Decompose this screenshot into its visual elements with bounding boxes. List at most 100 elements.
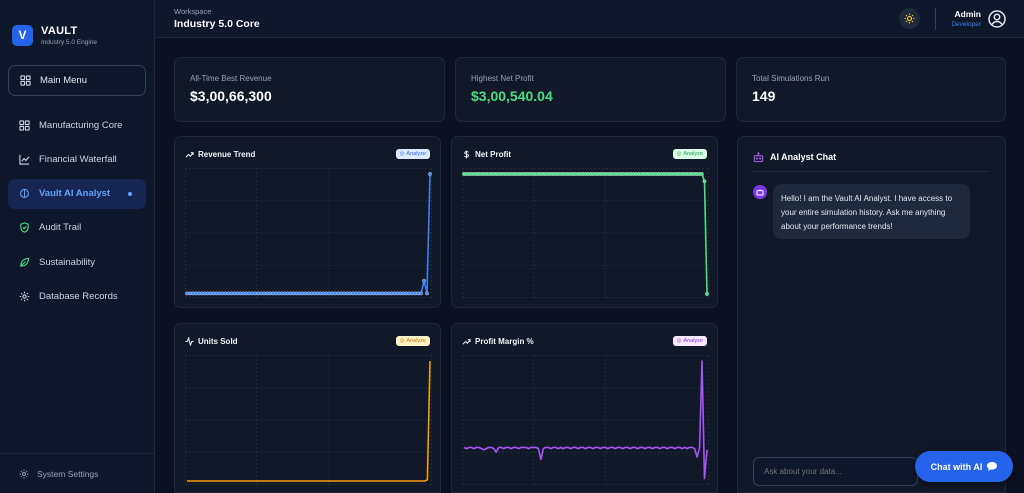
sidebar-item-financial-waterfall[interactable]: Financial Waterfall xyxy=(8,144,146,174)
shield-icon xyxy=(20,222,29,234)
stat-card-highest-net-profit: Highest Net Profit $3,00,540.04 xyxy=(455,57,726,122)
stat-card-total-simulations: Total Simulations Run 149 xyxy=(736,57,1006,122)
topbar: Workspace Industry 5.0 Core Admin Develo… xyxy=(155,0,1024,38)
workspace-label: Workspace xyxy=(174,7,212,16)
user-name: Admin xyxy=(954,9,981,19)
grid-icon xyxy=(19,119,30,131)
bot-avatar xyxy=(753,185,767,199)
gear-icon xyxy=(19,469,29,478)
dollar-icon xyxy=(464,149,469,159)
trending-up-icon xyxy=(462,338,471,345)
data-point xyxy=(419,291,424,296)
activity-icon xyxy=(185,336,194,346)
workspace-name: Industry 5.0 Core xyxy=(174,18,260,30)
sidebar-item-main-menu[interactable]: Main Menu xyxy=(8,65,146,96)
leaf-icon xyxy=(20,257,30,267)
sidebar-item-manufacturing-core[interactable]: Manufacturing Core xyxy=(8,110,146,140)
user-role: Developer xyxy=(951,21,981,28)
stat-label: All-Time Best Revenue xyxy=(190,74,272,83)
user-avatar-icon[interactable] xyxy=(988,9,1006,28)
brand-name: VAULT xyxy=(41,24,78,37)
brain-icon xyxy=(20,188,29,198)
stat-card-best-revenue: All-Time Best Revenue $3,00,66,300 xyxy=(174,57,445,122)
card-title: Net Profit xyxy=(462,150,511,159)
analyze-button[interactable]: ◎ Analyze xyxy=(395,336,430,346)
chat-title: AI Analyst Chat xyxy=(770,152,837,162)
chat-input[interactable] xyxy=(753,457,918,486)
card-title: Revenue Trend xyxy=(185,150,255,159)
grid-icon xyxy=(20,75,31,86)
stat-value: $3,00,540.04 xyxy=(471,88,553,104)
analyze-icon: ◎ xyxy=(676,338,682,344)
stat-value: $3,00,66,300 xyxy=(190,88,272,104)
analyze-icon: ◎ xyxy=(399,338,405,344)
sidebar-item-label: Financial Waterfall xyxy=(39,153,117,165)
data-point xyxy=(422,278,426,283)
user-info: Admin Developer xyxy=(951,9,981,28)
sidebar: V VAULT Industry 5.0 Engine Main Menu Ma… xyxy=(0,0,155,493)
card-header: Units Sold ◎ Analyze xyxy=(185,334,430,348)
analyze-label: Analyze xyxy=(406,151,426,157)
sidebar-item-database-records[interactable]: Database Records xyxy=(8,281,146,311)
analyze-label: Analyze xyxy=(406,338,426,344)
topbar-actions: Admin Developer xyxy=(899,7,1006,30)
analyze-label: Analyze xyxy=(683,151,703,157)
brand-logo: V xyxy=(12,24,33,46)
card-header: Revenue Trend ◎ Analyze xyxy=(185,147,430,161)
chart-card-units-sold: Units Sold ◎ Analyze xyxy=(174,323,441,493)
series-line xyxy=(187,360,431,482)
system-settings-label: System Settings xyxy=(37,468,99,479)
sun-icon xyxy=(904,13,915,24)
units-sold-chart xyxy=(185,355,432,485)
card-header: Net Profit ◎ Analyze xyxy=(462,147,707,161)
sidebar-item-label: Main Menu xyxy=(40,75,87,86)
chart-card-net-profit: Net Profit ◎ Analyze xyxy=(451,136,718,308)
analyze-icon: ◎ xyxy=(676,151,682,157)
card-header: Profit Margin % ◎ Analyze xyxy=(462,334,707,348)
sidebar-item-label: Vault AI Analyst xyxy=(39,188,111,200)
data-point xyxy=(705,292,709,296)
card-title-text: Revenue Trend xyxy=(198,149,256,159)
trending-up-icon xyxy=(185,151,194,158)
cog-icon xyxy=(19,291,30,302)
analyze-button[interactable]: ◎ Analyze xyxy=(672,336,707,346)
bot-icon xyxy=(753,152,764,163)
sidebar-item-vault-ai-analyst[interactable]: Vault AI Analyst xyxy=(8,178,146,209)
chart-card-profit-margin: Profit Margin % ◎ Analyze xyxy=(451,323,718,493)
card-title-text: Profit Margin % xyxy=(475,336,534,346)
card-title-text: Net Profit xyxy=(475,149,511,159)
topbar-divider xyxy=(935,7,937,30)
sidebar-item-label: Database Records xyxy=(39,290,118,302)
data-point xyxy=(425,291,429,296)
card-title: Profit Margin % xyxy=(462,337,534,346)
workspace-info: Workspace Industry 5.0 Core xyxy=(174,7,260,30)
theme-toggle-button[interactable] xyxy=(899,8,921,29)
analyze-button[interactable]: ◎ Analyze xyxy=(395,149,430,159)
sidebar-item-audit-trail[interactable]: Audit Trail xyxy=(8,213,146,243)
stat-value: 149 xyxy=(752,88,776,104)
system-settings-link[interactable]: System Settings xyxy=(0,453,154,493)
main-content: Workspace Industry 5.0 Core Admin Develo… xyxy=(155,0,1024,493)
net-profit-chart xyxy=(462,168,709,298)
chat-with-ai-label: Chat with AI xyxy=(930,461,983,472)
card-title-text: Units Sold xyxy=(198,336,238,346)
data-point xyxy=(428,172,432,176)
chat-header: AI Analyst Chat xyxy=(753,152,990,172)
stat-label: Total Simulations Run xyxy=(752,74,830,83)
analyze-button[interactable]: ◎ Analyze xyxy=(672,149,707,159)
ai-analyst-chat-panel: AI Analyst Chat Hello! I am the Vault AI… xyxy=(737,136,1006,493)
revenue-trend-chart xyxy=(185,168,432,298)
sidebar-nav: Main Menu Manufacturing Core Financial W… xyxy=(0,55,154,311)
sidebar-item-label: Audit Trail xyxy=(39,222,82,234)
series-line xyxy=(464,173,708,295)
chat-message-bot: Hello! I am the Vault AI Analyst. I have… xyxy=(773,184,970,239)
sidebar-item-sustainability[interactable]: Sustainability xyxy=(8,247,146,277)
line-chart-icon xyxy=(19,154,30,165)
analyze-icon: ◎ xyxy=(399,151,405,157)
sidebar-item-label: Sustainability xyxy=(39,256,95,268)
chat-with-ai-button[interactable]: Chat with AI xyxy=(915,451,1013,482)
data-point xyxy=(702,179,707,184)
card-title: Units Sold xyxy=(185,336,238,346)
brand: V VAULT Industry 5.0 Engine xyxy=(0,0,154,55)
bot-icon xyxy=(756,189,764,196)
